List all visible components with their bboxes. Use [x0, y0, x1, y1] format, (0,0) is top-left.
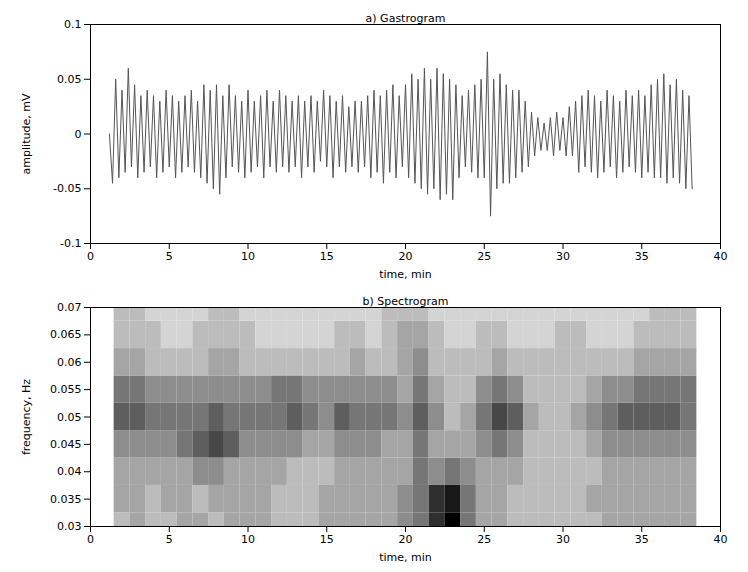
svg-text:40: 40	[714, 250, 728, 263]
svg-text:0.04: 0.04	[57, 465, 82, 478]
svg-text:35: 35	[635, 533, 649, 546]
svg-text:0: 0	[87, 533, 94, 546]
svg-text:20: 20	[399, 250, 413, 263]
svg-text:a) Gastrogram: a) Gastrogram	[366, 12, 446, 25]
svg-text:0.05: 0.05	[57, 411, 82, 424]
svg-text:b) Spectrogram: b) Spectrogram	[363, 295, 449, 308]
svg-text:0.07: 0.07	[57, 301, 82, 314]
svg-text:0.055: 0.055	[50, 383, 82, 396]
svg-text:0.035: 0.035	[50, 493, 82, 506]
svg-text:0.065: 0.065	[50, 328, 82, 341]
svg-text:25: 25	[477, 250, 491, 263]
svg-text:15: 15	[320, 533, 334, 546]
svg-text:40: 40	[714, 533, 728, 546]
svg-text:time, min: time, min	[379, 551, 432, 564]
svg-text:30: 30	[556, 250, 570, 263]
svg-text:0.045: 0.045	[50, 438, 82, 451]
svg-text:5: 5	[166, 533, 173, 546]
svg-text:10: 10	[241, 250, 255, 263]
svg-text:0.03: 0.03	[57, 520, 82, 533]
svg-text:35: 35	[635, 250, 649, 263]
svg-text:-0.05: -0.05	[53, 182, 81, 195]
svg-text:0.05: 0.05	[57, 73, 82, 86]
svg-text:30: 30	[556, 533, 570, 546]
svg-text:amplitude, mV: amplitude, mV	[20, 93, 33, 174]
svg-text:25: 25	[477, 533, 491, 546]
svg-text:20: 20	[399, 533, 413, 546]
svg-text:time, min: time, min	[379, 268, 432, 281]
svg-text:0.06: 0.06	[57, 356, 82, 369]
svg-text:15: 15	[320, 250, 334, 263]
svg-text:0.1: 0.1	[64, 18, 82, 31]
svg-text:0: 0	[87, 250, 94, 263]
svg-text:frequency, Hz: frequency, Hz	[20, 379, 33, 455]
svg-text:5: 5	[166, 250, 173, 263]
svg-text:10: 10	[241, 533, 255, 546]
svg-text:0: 0	[75, 128, 82, 141]
svg-text:-0.1: -0.1	[60, 237, 81, 250]
